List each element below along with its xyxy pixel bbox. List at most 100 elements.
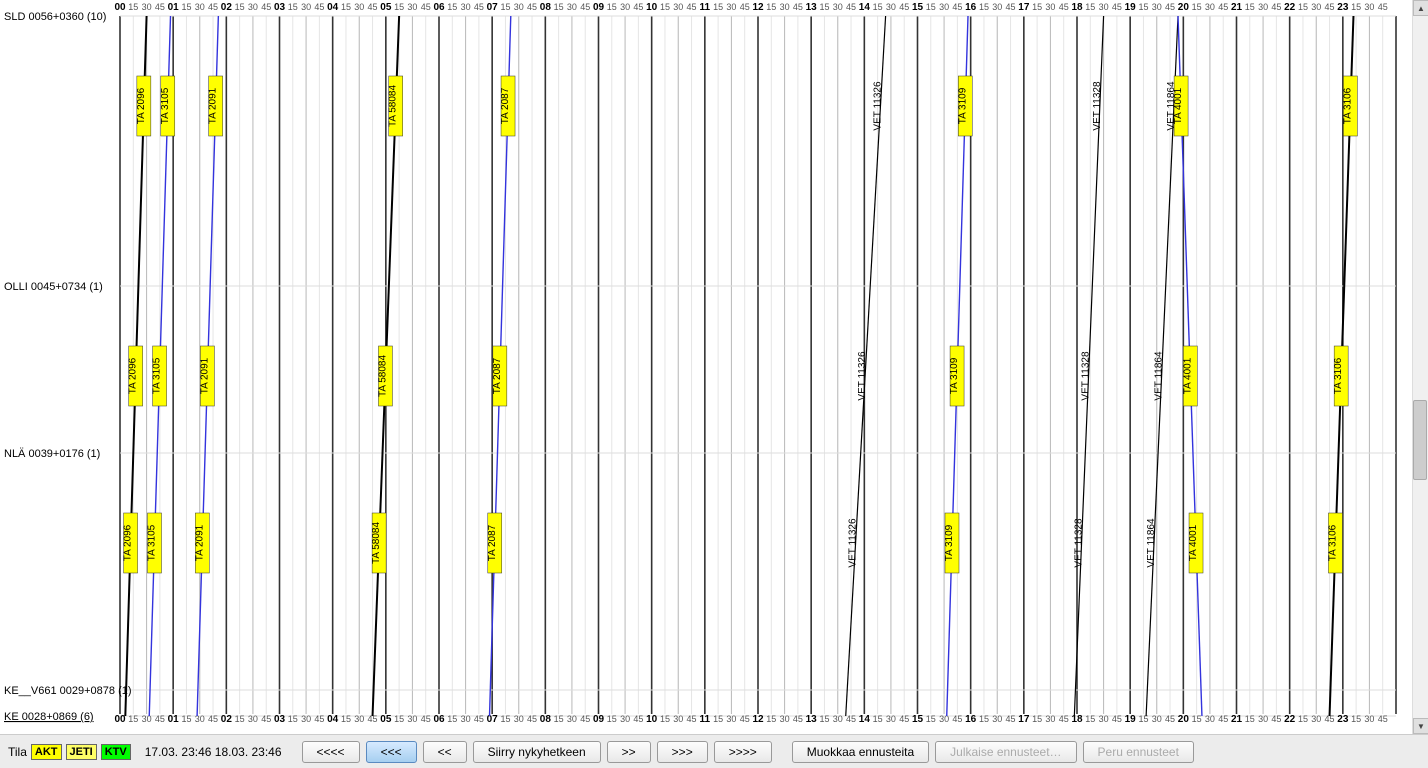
- svg-text:07: 07: [487, 2, 499, 13]
- svg-text:15: 15: [235, 714, 245, 724]
- svg-text:45: 45: [1006, 2, 1016, 12]
- svg-text:45: 45: [740, 2, 750, 12]
- train-label: TA 3105: [146, 524, 157, 561]
- svg-text:15: 15: [235, 2, 245, 12]
- vertical-scrollbar[interactable]: ▲ ▼: [1412, 0, 1428, 734]
- edit-publish-button[interactable]: Julkaise ennusteet…: [935, 741, 1076, 763]
- nav-fwd-ffast-button[interactable]: >>>>: [714, 741, 772, 763]
- svg-text:16: 16: [965, 714, 977, 725]
- svg-text:30: 30: [514, 2, 524, 12]
- svg-text:45: 45: [421, 2, 431, 12]
- timestamp-range: 17.03. 23:46 18.03. 23:46: [145, 745, 282, 759]
- svg-text:15: 15: [341, 714, 351, 724]
- svg-text:10: 10: [646, 714, 658, 725]
- svg-text:20: 20: [1178, 714, 1190, 725]
- scroll-down-arrow[interactable]: ▼: [1413, 718, 1428, 734]
- svg-text:15: 15: [607, 714, 617, 724]
- svg-text:45: 45: [793, 714, 803, 724]
- svg-text:45: 45: [633, 2, 643, 12]
- svg-text:30: 30: [195, 714, 205, 724]
- svg-text:30: 30: [673, 714, 683, 724]
- svg-text:30: 30: [567, 2, 577, 12]
- svg-text:45: 45: [1112, 2, 1122, 12]
- svg-text:45: 45: [740, 714, 750, 724]
- train-label: TA 3109: [944, 524, 955, 561]
- train-label: TA 58084: [371, 522, 382, 565]
- svg-text:45: 45: [1218, 714, 1228, 724]
- svg-text:15: 15: [912, 2, 924, 13]
- svg-text:07: 07: [487, 714, 499, 725]
- train-label: VET 11328: [1074, 518, 1085, 568]
- svg-text:45: 45: [155, 714, 165, 724]
- svg-text:45: 45: [527, 714, 537, 724]
- svg-text:01: 01: [168, 2, 180, 13]
- svg-text:30: 30: [1099, 714, 1109, 724]
- svg-text:45: 45: [261, 2, 271, 12]
- svg-text:30: 30: [301, 714, 311, 724]
- nav-fwd-fast-button[interactable]: >>>: [657, 741, 708, 763]
- svg-text:15: 15: [1085, 714, 1095, 724]
- svg-text:15: 15: [394, 2, 404, 12]
- nav-rewind-button[interactable]: <<<: [366, 741, 417, 763]
- train-label: TA 3105: [152, 357, 163, 394]
- svg-text:15: 15: [873, 714, 883, 724]
- svg-text:45: 45: [899, 714, 909, 724]
- svg-text:30: 30: [461, 2, 471, 12]
- svg-text:15: 15: [1192, 714, 1202, 724]
- svg-text:18: 18: [1071, 714, 1083, 725]
- train-label: TA 3106: [1342, 87, 1353, 124]
- svg-text:23: 23: [1337, 714, 1349, 725]
- svg-text:15: 15: [979, 714, 989, 724]
- station-label-nla: NLÄ 0039+0176 (1): [4, 448, 100, 460]
- svg-text:15: 15: [766, 714, 776, 724]
- svg-text:15: 15: [181, 714, 191, 724]
- svg-text:15: 15: [554, 2, 564, 12]
- svg-text:17: 17: [1018, 714, 1030, 725]
- svg-text:30: 30: [1045, 714, 1055, 724]
- edit-cancel-button[interactable]: Peru ennusteet: [1083, 741, 1194, 763]
- nav-back-button[interactable]: <<: [423, 741, 467, 763]
- svg-text:30: 30: [248, 714, 258, 724]
- svg-text:00: 00: [114, 714, 126, 725]
- svg-text:30: 30: [567, 714, 577, 724]
- svg-text:45: 45: [208, 714, 218, 724]
- svg-text:30: 30: [407, 714, 417, 724]
- svg-text:09: 09: [593, 2, 605, 13]
- svg-text:30: 30: [886, 714, 896, 724]
- svg-text:45: 45: [1112, 714, 1122, 724]
- svg-text:09: 09: [593, 714, 605, 725]
- train-label: TA 2091: [208, 87, 219, 124]
- svg-text:45: 45: [687, 2, 697, 12]
- svg-text:15: 15: [554, 714, 564, 724]
- scroll-thumb[interactable]: [1413, 400, 1427, 480]
- svg-text:30: 30: [1099, 2, 1109, 12]
- svg-text:02: 02: [221, 714, 233, 725]
- svg-text:13: 13: [806, 714, 818, 725]
- svg-text:45: 45: [580, 714, 590, 724]
- svg-text:30: 30: [301, 2, 311, 12]
- svg-text:30: 30: [620, 714, 630, 724]
- svg-text:30: 30: [142, 714, 152, 724]
- svg-text:15: 15: [1032, 2, 1042, 12]
- scroll-up-arrow[interactable]: ▲: [1413, 0, 1428, 16]
- svg-text:45: 45: [474, 2, 484, 12]
- svg-text:15: 15: [713, 714, 723, 724]
- svg-text:30: 30: [142, 2, 152, 12]
- svg-text:30: 30: [1045, 2, 1055, 12]
- svg-text:45: 45: [1059, 714, 1069, 724]
- svg-text:30: 30: [673, 2, 683, 12]
- train-label: TA 4001: [1173, 87, 1184, 124]
- svg-text:15: 15: [394, 714, 404, 724]
- svg-text:17: 17: [1018, 2, 1030, 13]
- train-label: VET 11326: [857, 351, 868, 401]
- edit-modify-button[interactable]: Muokkaa ennusteita: [792, 741, 929, 763]
- nav-rewind-fast-button[interactable]: <<<<: [302, 741, 360, 763]
- svg-text:14: 14: [859, 2, 871, 13]
- svg-text:15: 15: [1245, 714, 1255, 724]
- nav-fwd-button[interactable]: >>: [607, 741, 651, 763]
- svg-text:15: 15: [1032, 714, 1042, 724]
- svg-text:13: 13: [806, 2, 818, 13]
- svg-text:45: 45: [633, 714, 643, 724]
- train-label: VET 11864: [1154, 351, 1165, 401]
- nav-now-button[interactable]: Siirry nykyhetkeen: [473, 741, 601, 763]
